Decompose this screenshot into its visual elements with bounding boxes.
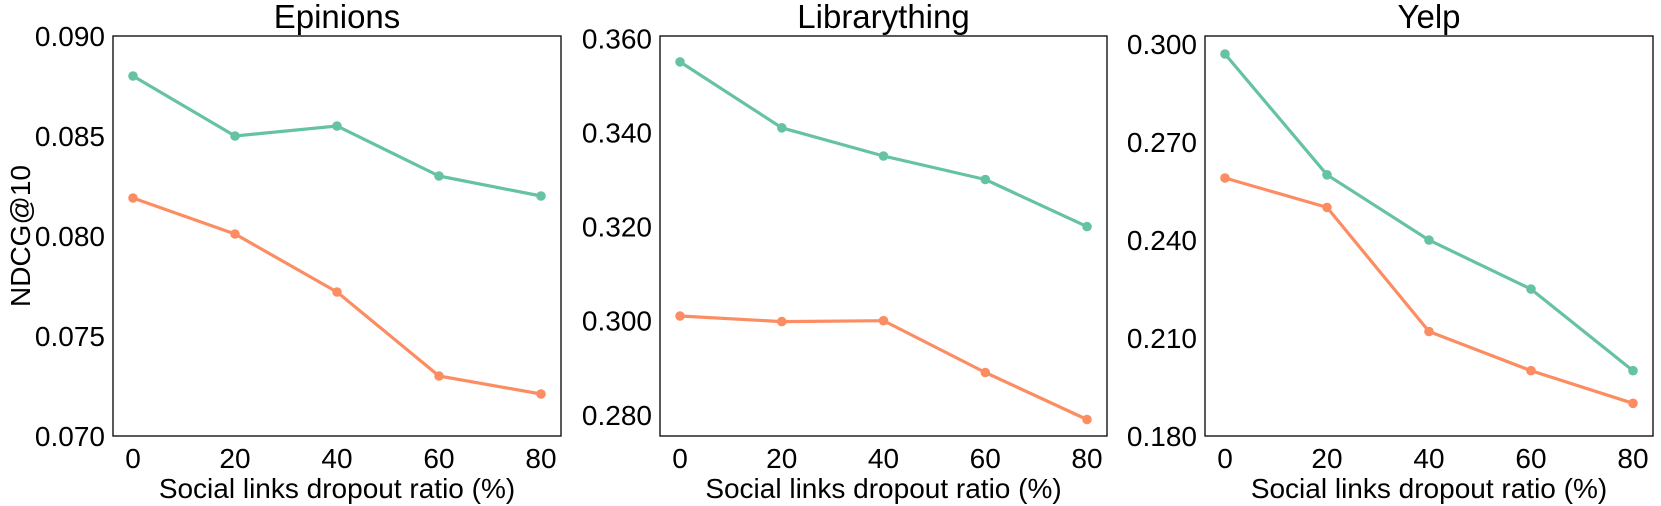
data-point	[980, 367, 991, 378]
data-point	[332, 121, 342, 131]
x-tick-label: 40	[1413, 443, 1444, 474]
x-tick-label: 0	[125, 443, 141, 474]
chart-title: Epinions	[274, 0, 401, 35]
x-tick-label: 60	[1515, 443, 1546, 474]
data-point	[1322, 202, 1332, 213]
data-point	[128, 193, 138, 203]
series-line-2	[1223, 176, 1635, 405]
chart-title: Yelp	[1397, 0, 1460, 35]
y-tick-label: 0.360	[582, 23, 652, 54]
data-point	[1220, 49, 1230, 59]
plot-frame	[112, 35, 562, 437]
chart-panel-yelp: Yelp 0.180 0.210 0.240 0.270 0.300 0 20 40 60 80 So…	[1127, 0, 1654, 504]
x-tick-label: 80	[1071, 443, 1102, 474]
data-point	[230, 229, 240, 239]
data-point	[777, 316, 787, 327]
x-axis-label: Social links dropout ratio (%)	[1251, 473, 1607, 504]
y-tick-label: 0.280	[582, 400, 652, 431]
y-tick-label: 0.080	[35, 221, 105, 252]
x-tick-label: 60	[423, 443, 454, 474]
y-axis-label: NDCG@10	[5, 165, 36, 307]
y-tick-label: 0.270	[1127, 127, 1197, 158]
data-point	[1424, 235, 1434, 245]
x-tick-label: 60	[970, 443, 1001, 474]
y-tick-label: 0.340	[582, 117, 652, 148]
data-point	[536, 191, 546, 201]
data-point	[434, 371, 444, 381]
data-point	[128, 71, 138, 81]
data-point	[332, 287, 342, 297]
data-point	[1526, 365, 1536, 376]
data-point	[777, 123, 787, 133]
x-tick-label: 20	[766, 443, 797, 474]
chart-title: Librarything	[797, 0, 969, 35]
y-tick-label: 0.075	[35, 321, 105, 352]
data-point	[1628, 365, 1638, 376]
data-point	[1082, 221, 1092, 232]
data-point	[1322, 170, 1332, 180]
y-tick-label: 0.090	[35, 21, 105, 52]
data-point	[434, 171, 444, 181]
x-tick-label: 40	[321, 443, 352, 474]
x-tick-label: 80	[1617, 443, 1648, 474]
y-tick-label: 0.070	[35, 421, 105, 452]
series-line-2	[678, 314, 1089, 422]
x-axis-label: Social links dropout ratio (%)	[159, 473, 515, 504]
y-tick-label: 0.210	[1127, 323, 1197, 354]
chart-panel-librarything: Librarything 0.280 0.300 0.320 0.340 0.360 0 20…	[582, 0, 1108, 504]
y-tick-label: 0.300	[582, 306, 652, 337]
plot-frame	[1204, 35, 1654, 437]
x-tick-label: 80	[525, 443, 556, 474]
data-point	[230, 131, 240, 141]
data-point	[1424, 326, 1434, 337]
series-line-1	[1223, 52, 1635, 373]
plot-frame	[659, 35, 1108, 437]
y-tick-label: 0.180	[1127, 421, 1197, 452]
series-line-1	[131, 74, 543, 198]
x-tick-label: 0	[1217, 443, 1233, 474]
data-point	[675, 57, 685, 67]
x-tick-label: 20	[1311, 443, 1342, 474]
data-point	[980, 174, 991, 185]
data-point	[878, 315, 889, 326]
y-tick-label: 0.320	[582, 212, 652, 243]
series-line-1	[678, 60, 1089, 229]
data-point	[1628, 398, 1638, 409]
x-tick-label: 0	[672, 443, 688, 474]
x-tick-label: 20	[219, 443, 250, 474]
data-point	[1082, 414, 1092, 425]
y-tick-label: 0.300	[1127, 29, 1197, 60]
y-tick-label: 0.085	[35, 121, 105, 152]
data-point	[1220, 173, 1230, 183]
x-axis-label: Social links dropout ratio (%)	[705, 473, 1061, 504]
chart-panel-epinions: Epinions 0.070 0.075 0.080 0.085 0.090 0 20 40 60…	[5, 0, 562, 504]
data-point	[878, 151, 889, 161]
data-point	[536, 389, 546, 399]
data-point	[675, 311, 685, 321]
data-point	[1526, 284, 1536, 294]
y-tick-label: 0.240	[1127, 225, 1197, 256]
x-tick-label: 40	[868, 443, 899, 474]
